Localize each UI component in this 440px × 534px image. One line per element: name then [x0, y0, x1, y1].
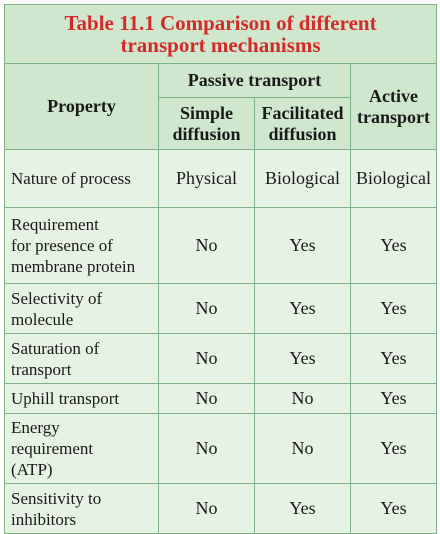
simple-diffusion-cell: Physical: [158, 149, 255, 208]
header-active-line-1: Active: [369, 85, 419, 106]
header-facilitated-line-1: Facilitated: [261, 102, 344, 123]
property-cell: Selectivity of molecule: [4, 283, 159, 334]
caption-line-1: Table 11.1 Comparison of different: [64, 11, 377, 35]
table-row: Uphill transport No No Yes: [4, 383, 438, 414]
table-row: Selectivity of molecule No Yes Yes: [4, 283, 438, 334]
property-line: Nature of process: [11, 169, 131, 188]
property-line: molecule: [11, 309, 74, 329]
facilitated-diffusion-cell: No: [254, 383, 351, 414]
header-simple-line-1: Simple: [179, 102, 233, 123]
simple-diffusion-cell: No: [158, 483, 255, 534]
header-facilitated-line-2: diffusion: [268, 123, 337, 144]
facilitated-diffusion-cell: Biological: [254, 149, 351, 208]
table-row: Sensitivity to inhibitors No Yes Yes: [4, 483, 438, 534]
simple-diffusion-cell: No: [158, 333, 255, 384]
table-row: Requirement for presence of membrane prote…: [4, 207, 438, 284]
table-body: Nature of process Physical Biological Biolo…: [4, 149, 438, 534]
property-line: membrane protein: [11, 257, 136, 276]
property-line: inhibitors: [11, 509, 77, 529]
facilitated-diffusion-cell: Yes: [254, 207, 351, 284]
property-line: Requirement: [11, 215, 99, 234]
property-cell: Saturation of transport: [4, 333, 159, 384]
property-cell: Uphill transport: [4, 383, 159, 414]
property-line: for presence of: [11, 236, 113, 255]
property-line: Selectivity of: [11, 288, 103, 308]
property-line: transport: [11, 359, 72, 379]
facilitated-diffusion-cell: No: [254, 413, 351, 484]
property-cell: Sensitivity to inhibitors: [4, 483, 159, 534]
header-active-line-2: transport: [357, 106, 431, 127]
comparison-table: Table 11.1 Comparison of different trans…: [3, 4, 438, 534]
active-transport-cell: Biological: [349, 149, 438, 208]
property-line: (ATP): [11, 460, 53, 479]
simple-diffusion-cell: No: [158, 383, 255, 414]
active-transport-cell: Yes: [349, 413, 438, 484]
header-active-transport: Active transport: [349, 63, 438, 150]
property-line: Energy: [11, 418, 60, 437]
active-transport-cell: Yes: [349, 383, 438, 414]
table-row: Nature of process Physical Biological Biolo…: [4, 149, 438, 208]
simple-diffusion-cell: No: [158, 413, 255, 484]
simple-diffusion-cell: No: [158, 207, 255, 284]
active-transport-cell: Yes: [349, 207, 438, 284]
header-property: Property: [4, 63, 159, 150]
facilitated-diffusion-cell: Yes: [254, 333, 351, 384]
header-simple-diffusion: Simple diffusion: [158, 97, 255, 150]
property-cell: Nature of process: [4, 149, 159, 208]
property-cell: Energy requirement (ATP): [4, 413, 159, 484]
header-simple-line-2: diffusion: [172, 123, 241, 144]
facilitated-diffusion-cell: Yes: [254, 283, 351, 334]
active-transport-cell: Yes: [349, 483, 438, 534]
header-facilitated-diffusion: Facilitated diffusion: [254, 97, 351, 150]
property-line: Uphill transport: [11, 389, 120, 408]
table-row: Energy requirement (ATP) No No Yes: [4, 413, 438, 484]
active-transport-cell: Yes: [349, 283, 438, 334]
table-caption: Table 11.1 Comparison of different trans…: [3, 4, 438, 64]
property-cell: Requirement for presence of membrane prote…: [4, 207, 159, 284]
property-line: requirement: [11, 439, 94, 458]
facilitated-diffusion-cell: Yes: [254, 483, 351, 534]
property-line: Sensitivity to: [11, 488, 102, 508]
simple-diffusion-cell: No: [158, 283, 255, 334]
header-passive-transport: Passive transport: [158, 63, 351, 98]
property-line: Saturation of: [11, 338, 100, 358]
caption-line-2: transport mechanisms: [120, 33, 321, 57]
table-row: Saturation of transport No Yes Yes: [4, 333, 438, 384]
active-transport-cell: Yes: [349, 333, 438, 384]
